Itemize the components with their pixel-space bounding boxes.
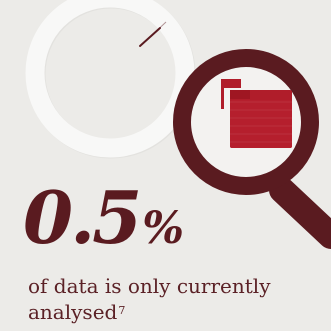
- footnote-marker: 7: [118, 304, 126, 317]
- stat-caption: of data is only currently analysed7: [28, 273, 328, 325]
- caption-text: of data is only currently analysed: [28, 274, 271, 324]
- folder-icon: [221, 79, 292, 148]
- stat-number: 0.5: [23, 175, 142, 260]
- statistic-value: 0.5%: [23, 182, 184, 254]
- donut-chart-icon: [25, 0, 196, 159]
- stat-unit: %: [142, 203, 184, 254]
